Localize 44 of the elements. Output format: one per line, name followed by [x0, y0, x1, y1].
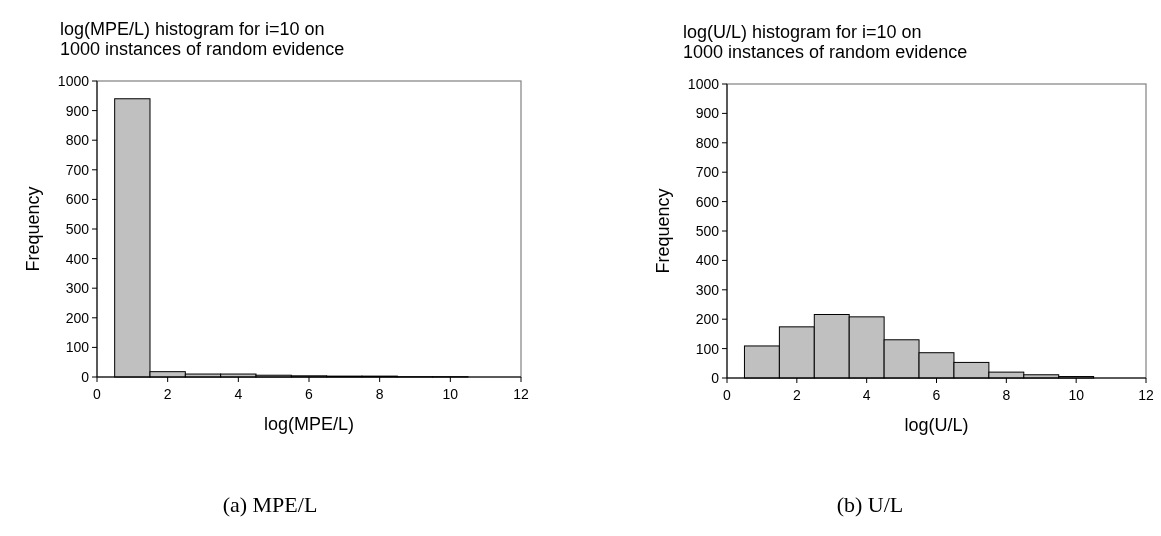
y-tick-label: 800 — [65, 132, 90, 149]
x-tick-label: 10 — [1068, 387, 1085, 403]
y-tick-label: 1000 — [57, 72, 90, 89]
y-tick-label: 300 — [695, 281, 720, 298]
y-tick-label: 1000 — [687, 75, 720, 92]
text: (a) MPE/L — [222, 492, 318, 517]
x-tick-label: 12 — [1138, 387, 1154, 403]
y-tick-label: 700 — [695, 164, 720, 181]
y-tick-label: 300 — [65, 280, 90, 297]
x-tick-label: 2 — [792, 387, 801, 403]
x-tick-label: 8 — [1002, 387, 1011, 403]
y-tick-label: 900 — [65, 102, 90, 119]
chart-title: log(U/L) histogram for i=10 on 1000 instances of random evidence — [683, 22, 968, 62]
x-tick-label: 0 — [723, 387, 732, 403]
x-tick-label: 0 — [93, 386, 102, 402]
y-tick-label: 600 — [65, 191, 90, 208]
x-tick-label: 8 — [375, 386, 384, 402]
text: (b) U/L — [836, 492, 904, 517]
x-axis-title: log(U/L) — [904, 415, 969, 435]
y-tick-label: 200 — [695, 311, 720, 328]
y-tick-label: 400 — [65, 250, 90, 267]
x-tick-label: 6 — [305, 386, 314, 402]
y-tick-label: 500 — [695, 222, 720, 239]
y-tick-label: 200 — [65, 309, 90, 326]
y-tick-label: 0 — [711, 369, 720, 386]
y-tick-label: 500 — [65, 220, 90, 237]
x-tick-label: 2 — [163, 386, 172, 402]
y-tick-label: 400 — [695, 252, 720, 269]
y-axis-title: Frequency — [23, 186, 43, 272]
x-tick-label: 10 — [442, 386, 459, 402]
y-tick-label: 900 — [695, 105, 720, 122]
x-tick-label: 6 — [932, 387, 941, 403]
chart-title: log(MPE/L) histogram for i=10 on 1000 instances of random evidence — [60, 19, 345, 59]
x-tick-label: 12 — [513, 386, 529, 402]
y-tick-label: 100 — [695, 340, 720, 357]
y-tick-label: 0 — [81, 368, 90, 385]
y-tick-label: 600 — [695, 193, 720, 210]
x-tick-label: 4 — [862, 387, 871, 403]
y-tick-label: 100 — [65, 339, 90, 356]
y-axis-title: Frequency — [653, 188, 673, 274]
x-tick-label: 4 — [234, 386, 243, 402]
x-axis-title: log(MPE/L) — [263, 414, 355, 434]
y-tick-label: 700 — [65, 161, 90, 178]
y-tick-label: 800 — [695, 134, 720, 151]
